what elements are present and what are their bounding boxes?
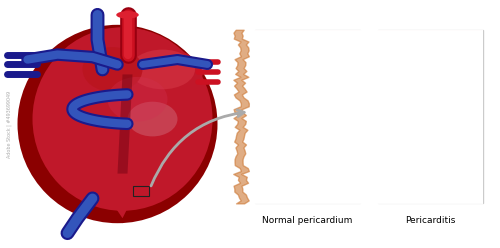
Ellipse shape [130, 50, 195, 89]
Polygon shape [0, 30, 414, 203]
Bar [255, 30, 360, 203]
Polygon shape [92, 188, 142, 223]
Polygon shape [0, 30, 326, 203]
Polygon shape [42, 30, 482, 203]
Bar [378, 30, 482, 203]
Polygon shape [0, 30, 306, 203]
Ellipse shape [128, 102, 178, 136]
Bar [378, 30, 482, 203]
Polygon shape [33, 30, 462, 203]
Ellipse shape [116, 11, 139, 19]
Ellipse shape [18, 25, 218, 223]
Polygon shape [0, 30, 360, 203]
Text: Normal pericardium: Normal pericardium [262, 216, 352, 225]
Text: Pericarditis: Pericarditis [405, 216, 455, 225]
Ellipse shape [32, 107, 142, 181]
Polygon shape [16, 30, 444, 203]
Bar [255, 30, 360, 203]
Ellipse shape [45, 105, 140, 172]
Polygon shape [0, 30, 320, 203]
Ellipse shape [108, 77, 168, 122]
Polygon shape [0, 30, 332, 203]
Bar [378, 30, 482, 203]
Polygon shape [0, 30, 314, 203]
Ellipse shape [82, 47, 142, 92]
Bar [132, 186, 148, 196]
Polygon shape [8, 30, 436, 203]
Text: Adobe Stock | #493699049: Adobe Stock | #493699049 [6, 91, 12, 157]
Polygon shape [24, 30, 453, 203]
Bar [255, 30, 360, 203]
Polygon shape [0, 30, 428, 203]
Polygon shape [0, 30, 339, 203]
Polygon shape [102, 188, 138, 218]
Polygon shape [118, 74, 132, 174]
Ellipse shape [32, 27, 212, 211]
Ellipse shape [112, 47, 202, 102]
